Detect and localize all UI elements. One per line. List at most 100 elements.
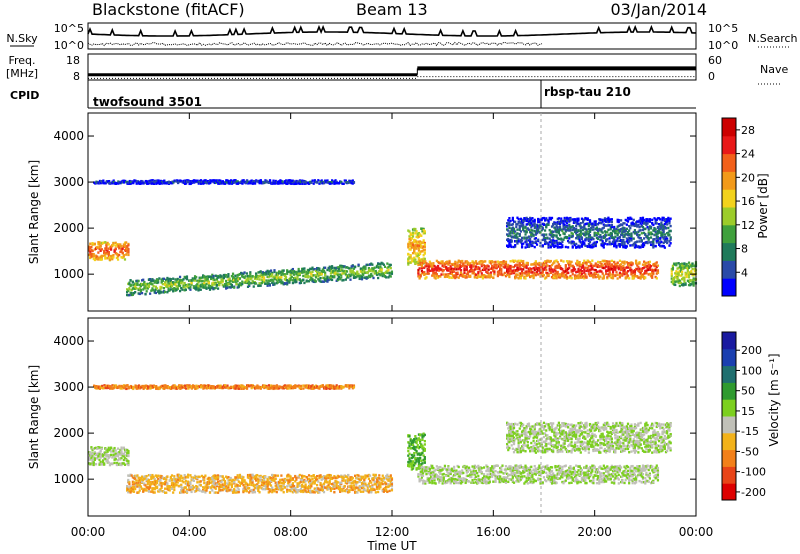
heatmap-cell — [417, 263, 420, 267]
heatmap-cell — [112, 449, 115, 453]
heatmap-cell — [613, 225, 616, 229]
heatmap-cell — [580, 226, 584, 229]
nsearch-line — [87, 41, 543, 47]
heatmap-cell — [615, 230, 618, 233]
heatmap-cell — [590, 263, 593, 266]
heatmap-cell — [549, 244, 552, 247]
heatmap-cell — [183, 180, 187, 183]
heatmap-cell — [321, 276, 324, 279]
heatmap-cell — [480, 274, 483, 277]
heatmap-cell — [410, 236, 413, 240]
heatmap-cell — [558, 227, 562, 231]
heatmap-cell — [533, 226, 536, 230]
heatmap-cell — [197, 180, 200, 184]
heatmap-cell — [588, 273, 592, 277]
heatmap-cell — [112, 243, 115, 246]
heatmap-cell — [351, 179, 354, 182]
heatmap-cell — [123, 241, 127, 244]
heatmap-cell — [140, 179, 143, 183]
heatmap-cell — [143, 482, 146, 485]
heatmap-cell — [409, 237, 412, 240]
heatmap-cell — [691, 262, 694, 266]
heatmap-cell — [99, 249, 102, 252]
heatmap-cell — [333, 272, 336, 275]
heatmap-cell — [184, 476, 187, 479]
heatmap-cell — [442, 265, 445, 268]
heatmap-cell — [145, 180, 149, 183]
heatmap-cell — [676, 278, 679, 281]
heatmap-cell — [593, 223, 596, 226]
heatmap-cell — [525, 223, 528, 226]
heatmap-cell — [436, 276, 440, 279]
heatmap-cell — [115, 454, 118, 457]
heatmap-cell — [280, 276, 283, 279]
heatmap-cell — [518, 228, 521, 231]
heatmap-cell — [407, 244, 410, 247]
heatmap-cell — [428, 260, 432, 264]
heatmap-cell — [113, 446, 116, 450]
heatmap-cell — [631, 271, 634, 275]
heatmap-cell — [568, 229, 571, 232]
heatmap-cell — [670, 267, 673, 271]
heatmap-cell — [203, 281, 206, 285]
heatmap-cell — [526, 219, 529, 223]
heatmap-cell — [165, 491, 168, 494]
heatmap-cell — [266, 275, 269, 279]
heatmap-cell — [637, 265, 640, 269]
heatmap-cell — [509, 234, 512, 237]
heatmap-cell — [212, 276, 215, 280]
heatmap-cell — [533, 229, 536, 233]
heatmap-cell — [314, 274, 318, 277]
heatmap-cell — [611, 229, 615, 233]
heatmap-cell — [611, 274, 615, 278]
heatmap-cell — [450, 276, 453, 279]
heatmap-cell — [672, 276, 676, 280]
heatmap-cell — [500, 260, 503, 264]
heatmap-cell — [587, 224, 590, 227]
heatmap-cell — [210, 477, 213, 481]
heatmap-cell — [218, 283, 221, 287]
heatmap-cell — [157, 490, 160, 493]
heatmap-cell — [341, 269, 344, 272]
heatmap-cell — [291, 281, 295, 285]
heatmap-cell — [484, 268, 487, 271]
heatmap-cell — [248, 284, 251, 287]
heatmap-cell — [620, 239, 623, 242]
heatmap-cell — [219, 179, 222, 183]
heatmap-cell — [306, 271, 309, 275]
heatmap-cell — [317, 275, 320, 278]
heatmap-cell — [407, 258, 410, 262]
heatmap-cell — [268, 279, 271, 283]
heatmap-cell — [534, 241, 537, 245]
heatmap-cell — [485, 267, 488, 270]
heatmap-cell — [633, 232, 637, 235]
heatmap-cell — [101, 460, 105, 464]
heatmap-cell — [609, 276, 612, 279]
heatmap-cell — [275, 276, 278, 279]
heatmap-cell — [538, 225, 541, 229]
heatmap-cell — [116, 258, 120, 261]
heatmap-cell — [193, 277, 197, 280]
heatmap-cell — [595, 223, 599, 226]
heatmap-cell — [563, 226, 566, 230]
heatmap-cell — [526, 217, 529, 221]
heatmap-cell — [600, 238, 603, 241]
heatmap-cell — [115, 461, 118, 465]
heatmap-cell — [682, 276, 685, 279]
heatmap-cell — [608, 241, 611, 245]
heatmap-cell — [636, 233, 639, 236]
heatmap-cell — [476, 276, 479, 279]
heatmap-cell — [514, 275, 517, 278]
heatmap-cell — [144, 180, 147, 183]
heatmap-cell — [537, 229, 540, 232]
heatmap-cell — [568, 276, 571, 279]
heatmap-cell — [103, 451, 106, 454]
heatmap-cell — [118, 463, 121, 466]
heatmap-cell — [541, 233, 544, 236]
heatmap-cell — [137, 481, 140, 484]
heatmap-cell — [116, 452, 120, 456]
heatmap-cell — [622, 261, 625, 264]
heatmap-cell — [556, 237, 559, 240]
heatmap-cell — [122, 462, 125, 465]
heatmap-cell — [605, 265, 608, 268]
